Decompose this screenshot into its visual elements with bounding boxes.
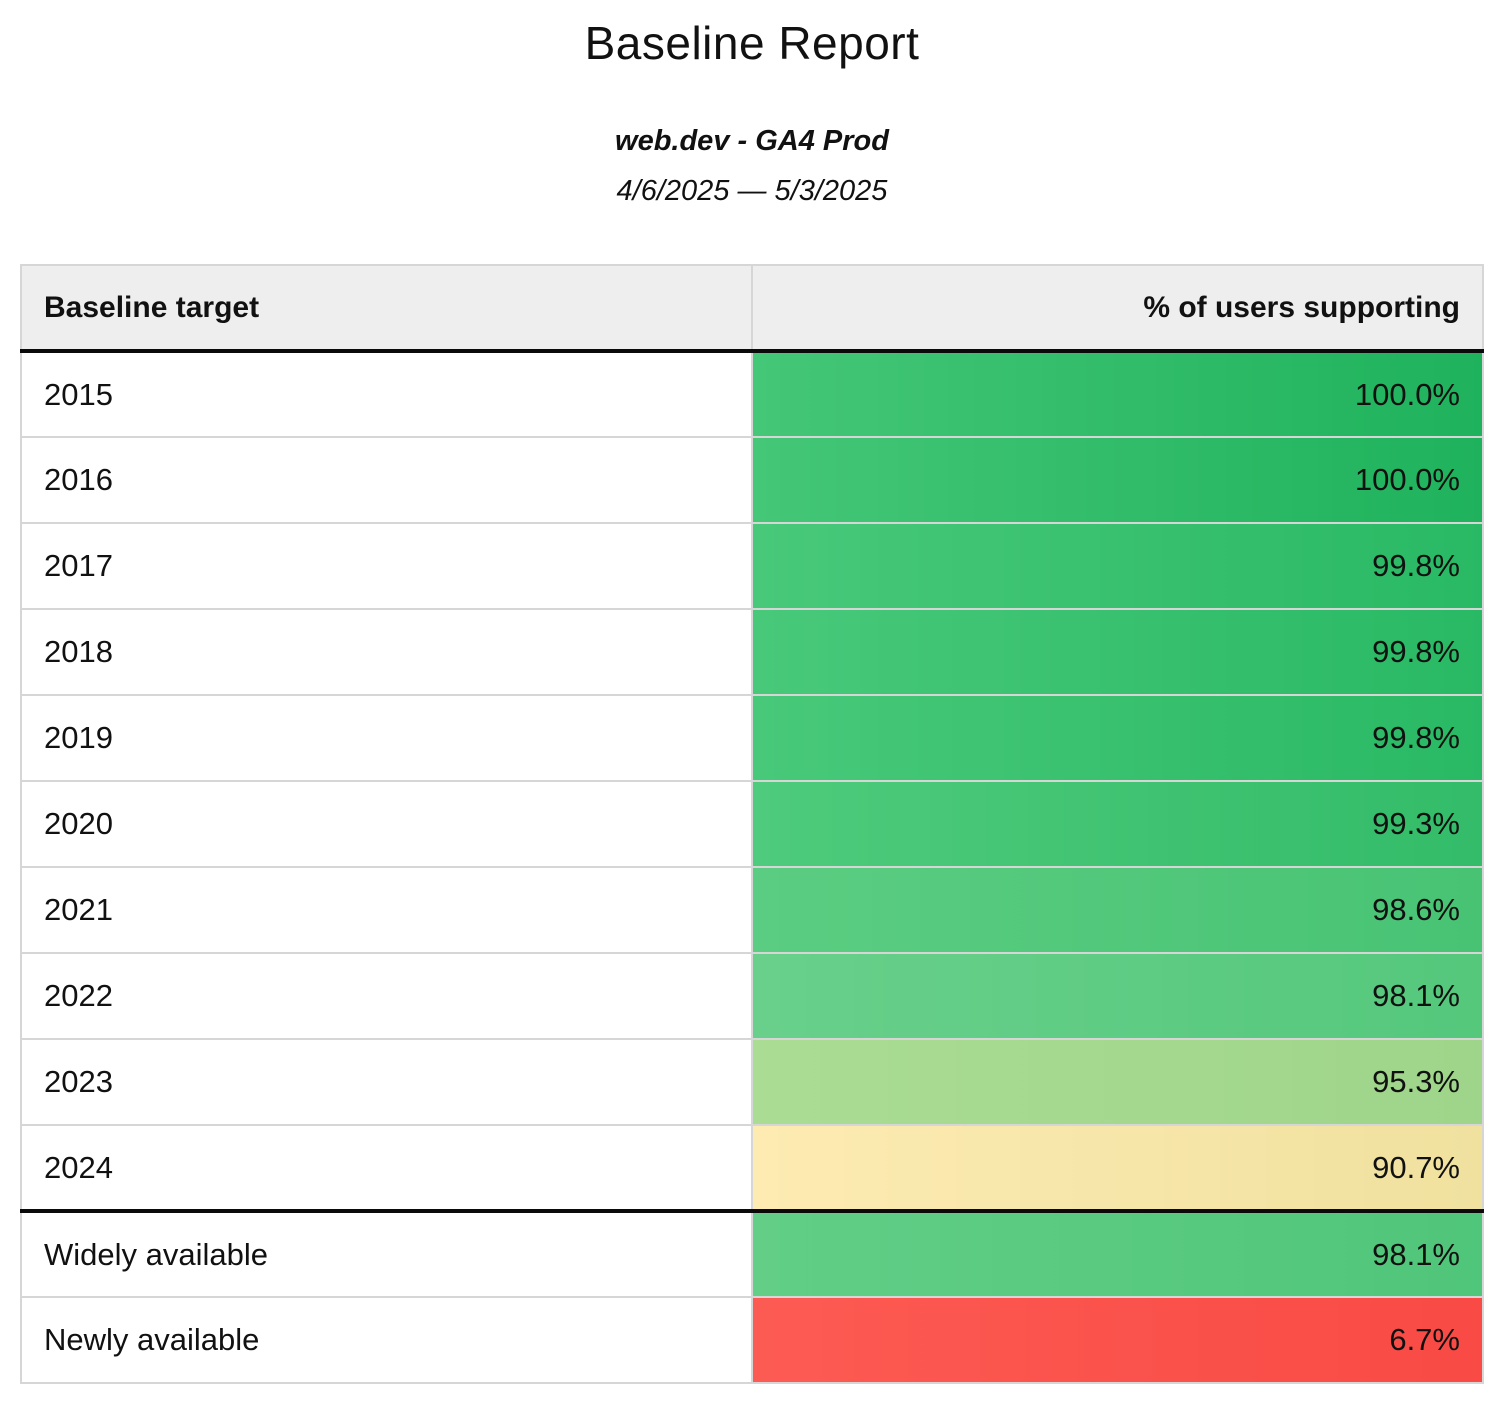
baseline-target-cell: 2019 (20, 694, 753, 782)
support-value-cell: 100.0% (751, 350, 1484, 438)
baseline-target-cell: 2020 (20, 780, 753, 868)
support-value-cell: 90.7% (751, 1124, 1484, 1212)
table-row: Newly available 6.7% (20, 1296, 1484, 1384)
support-value-cell: 99.3% (751, 780, 1484, 868)
table-body: 2015 100.0% 2016 100.0% 2017 99.8% 2018 … (20, 350, 1484, 1384)
support-value-cell: 98.1% (751, 1209, 1484, 1298)
table-row: 2018 99.8% (20, 608, 1484, 696)
column-header-baseline-target: Baseline target (20, 264, 753, 353)
baseline-target-cell: Newly available (20, 1296, 753, 1384)
table-row: 2016 100.0% (20, 436, 1484, 524)
table-row: 2017 99.8% (20, 522, 1484, 610)
report-date-range: 4/6/2025 — 5/3/2025 (616, 175, 888, 207)
table-row: 2015 100.0% (20, 350, 1484, 438)
support-value-cell: 98.1% (751, 952, 1484, 1040)
baseline-target-cell: 2017 (20, 522, 753, 610)
support-value-cell: 6.7% (751, 1296, 1484, 1384)
baseline-target-cell: 2018 (20, 608, 753, 696)
report-header: Baseline Report web.dev - GA4 Prod 4/6/2… (0, 16, 1504, 208)
page-title: Baseline Report (584, 17, 920, 69)
column-header-users-supporting: % of users supporting (751, 264, 1484, 353)
table-row: 2020 99.3% (20, 780, 1484, 868)
support-value-cell: 98.6% (751, 866, 1484, 954)
table-row: Widely available 98.1% (20, 1209, 1484, 1298)
baseline-target-cell: 2023 (20, 1038, 753, 1126)
baseline-target-cell: Widely available (20, 1209, 753, 1298)
baseline-table: Baseline target % of users supporting 20… (20, 264, 1484, 1384)
table-head: Baseline target % of users supporting (20, 264, 1484, 353)
support-value-cell: 100.0% (751, 436, 1484, 524)
baseline-target-cell: 2015 (20, 350, 753, 438)
support-value-cell: 99.8% (751, 608, 1484, 696)
table-header-row: Baseline target % of users supporting (20, 264, 1484, 353)
support-value-cell: 99.8% (751, 522, 1484, 610)
baseline-target-cell: 2024 (20, 1124, 753, 1212)
table-row: 2023 95.3% (20, 1038, 1484, 1126)
table-row: 2022 98.1% (20, 952, 1484, 1040)
baseline-target-cell: 2021 (20, 866, 753, 954)
support-value-cell: 99.8% (751, 694, 1484, 782)
table-row: 2021 98.6% (20, 866, 1484, 954)
baseline-target-cell: 2022 (20, 952, 753, 1040)
baseline-target-cell: 2016 (20, 436, 753, 524)
support-value-cell: 95.3% (751, 1038, 1484, 1126)
table-row: 2024 90.7% (20, 1124, 1484, 1212)
table-row: 2019 99.8% (20, 694, 1484, 782)
report-property-name: web.dev - GA4 Prod (615, 125, 889, 157)
